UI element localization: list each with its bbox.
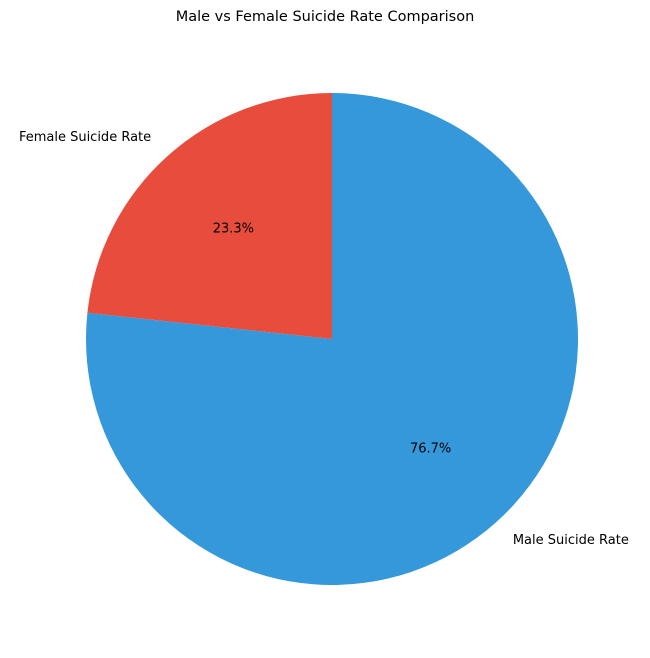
pie-percent-label: 76.7% [410,441,451,456]
pie-percent-label: 23.3% [213,222,254,237]
chart-title: Male vs Female Suicide Rate Comparison [175,9,475,25]
pie-category-label: Female Suicide Rate [19,130,151,145]
pie-slice-female-suicide-rate [87,93,332,339]
pie-category-label: Male Suicide Rate [513,533,629,548]
